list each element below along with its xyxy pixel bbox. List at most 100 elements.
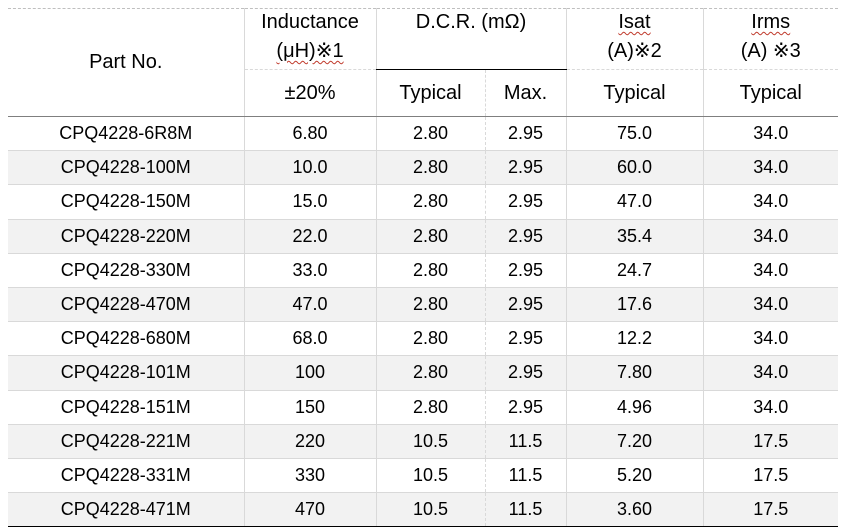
cell-dcr-typical: 2.80 [375,355,485,390]
cell-isat: 24.7 [565,252,703,288]
header-inductance: Inductance (μH)※1 [243,8,376,70]
table-row: CPQ4228-331M 330 10.5 11.5 5.20 17.5 [8,457,838,493]
cell-dcr-typical: 2.80 [375,286,485,322]
header-inductance-label: Inductance [261,11,359,33]
cell-part-no: CPQ4228-330M [8,252,244,288]
cell-isat: 35.4 [565,218,703,254]
cell-dcr-typical: 2.80 [375,321,485,356]
cell-inductance: 22.0 [243,218,376,254]
cell-part-no: CPQ4228-680M [8,321,244,356]
cell-dcr-max: 11.5 [484,457,566,493]
header-inductance-tolerance: ±20% [243,69,376,117]
cell-irms: 34.0 [702,150,838,185]
cell-isat: 7.20 [565,423,703,459]
cell-dcr-typical: 2.80 [375,115,485,151]
cell-irms: 34.0 [702,389,838,425]
cell-dcr-typical: 10.5 [375,492,485,527]
cell-inductance: 68.0 [243,321,376,356]
cell-isat: 12.2 [565,321,703,356]
cell-dcr-max: 11.5 [484,492,566,527]
cell-inductance: 150 [243,389,376,425]
table-row: CPQ4228-151M 150 2.80 2.95 4.96 34.0 [8,389,838,425]
header-dcr: D.C.R. (mΩ) [375,8,566,70]
cell-dcr-typical: 2.80 [375,150,485,185]
cell-dcr-typical: 2.80 [375,252,485,288]
cell-part-no: CPQ4228-471M [8,492,244,527]
header-irms: Irms (A) ※3 [702,8,838,70]
cell-dcr-max: 2.95 [484,389,566,425]
header-isat: Isat (A)※2 [565,8,703,70]
cell-part-no: CPQ4228-221M [8,423,244,459]
cell-dcr-max: 2.95 [484,115,566,151]
table-row: CPQ4228-330M 33.0 2.80 2.95 24.7 34.0 [8,252,838,288]
header-irms-unit: (A) ※3 [740,40,801,62]
table-row: CPQ4228-220M 22.0 2.80 2.95 35.4 34.0 [8,218,838,254]
cell-part-no: CPQ4228-331M [8,457,244,493]
cell-inductance: 470 [243,492,376,527]
table-row: CPQ4228-6R8M 6.80 2.80 2.95 75.0 34.0 [8,115,838,151]
cell-dcr-max: 2.95 [484,355,566,390]
table-row: CPQ4228-471M 470 10.5 11.5 3.60 17.5 [8,492,838,527]
cell-inductance: 33.0 [243,252,376,288]
cell-inductance: 10.0 [243,150,376,185]
cell-inductance: 47.0 [243,286,376,322]
table-row: CPQ4228-100M 10.0 2.80 2.95 60.0 34.0 [8,150,838,185]
table-body: CPQ4228-6R8M 6.80 2.80 2.95 75.0 34.0 CPQ4228-… [8,115,838,527]
table-header: Part No. Inductance (μH)※1 D.C.R. (mΩ) I… [8,8,838,117]
cell-isat: 47.0 [565,184,703,220]
header-inductance-unit: (μH)※1 [276,40,344,62]
cell-dcr-typical: 2.80 [375,184,485,220]
cell-irms: 17.5 [702,457,838,493]
header-dcr-max: Max. [484,69,566,117]
header-dcr-typical: Typical [375,69,485,117]
cell-part-no: CPQ4228-101M [8,355,244,390]
cell-part-no: CPQ4228-100M [8,150,244,185]
header-irms-typical: Typical [702,69,838,117]
header-part-no: Part No. [8,8,244,117]
table-row: CPQ4228-221M 220 10.5 11.5 7.20 17.5 [8,423,838,459]
header-isat-label: Isat [618,11,651,33]
cell-part-no: CPQ4228-470M [8,286,244,322]
cell-dcr-max: 2.95 [484,321,566,356]
cell-dcr-typical: 2.80 [375,218,485,254]
cell-dcr-max: 11.5 [484,423,566,459]
cell-isat: 4.96 [565,389,703,425]
cell-inductance: 6.80 [243,115,376,151]
header-isat-unit: (A)※2 [607,40,662,62]
cell-dcr-typical: 2.80 [375,389,485,425]
cell-part-no: CPQ4228-151M [8,389,244,425]
table-row: CPQ4228-101M 100 2.80 2.95 7.80 34.0 [8,355,838,390]
cell-isat: 7.80 [565,355,703,390]
cell-isat: 3.60 [565,492,703,527]
cell-part-no: CPQ4228-220M [8,218,244,254]
cell-irms: 34.0 [702,218,838,254]
cell-isat: 60.0 [565,150,703,185]
cell-irms: 34.0 [702,252,838,288]
header-isat-typical: Typical [565,69,703,117]
cell-dcr-max: 2.95 [484,218,566,254]
cell-dcr-typical: 10.5 [375,457,485,493]
cell-isat: 17.6 [565,286,703,322]
cell-irms: 17.5 [702,423,838,459]
cell-irms: 34.0 [702,184,838,220]
cell-irms: 17.5 [702,492,838,527]
cell-dcr-max: 2.95 [484,286,566,322]
cell-isat: 5.20 [565,457,703,493]
spec-table: Part No. Inductance (μH)※1 D.C.R. (mΩ) I… [8,8,838,527]
table-row: CPQ4228-680M 68.0 2.80 2.95 12.2 34.0 [8,321,838,356]
cell-irms: 34.0 [702,355,838,390]
cell-dcr-max: 2.95 [484,252,566,288]
cell-part-no: CPQ4228-6R8M [8,115,244,151]
cell-inductance: 15.0 [243,184,376,220]
table-row: CPQ4228-150M 15.0 2.80 2.95 47.0 34.0 [8,184,838,220]
cell-dcr-max: 2.95 [484,150,566,185]
cell-irms: 34.0 [702,115,838,151]
cell-inductance: 330 [243,457,376,493]
cell-isat: 75.0 [565,115,703,151]
cell-irms: 34.0 [702,286,838,322]
cell-dcr-typical: 10.5 [375,423,485,459]
header-irms-label: Irms [751,11,791,33]
table-row: CPQ4228-470M 47.0 2.80 2.95 17.6 34.0 [8,286,838,322]
cell-part-no: CPQ4228-150M [8,184,244,220]
cell-inductance: 100 [243,355,376,390]
